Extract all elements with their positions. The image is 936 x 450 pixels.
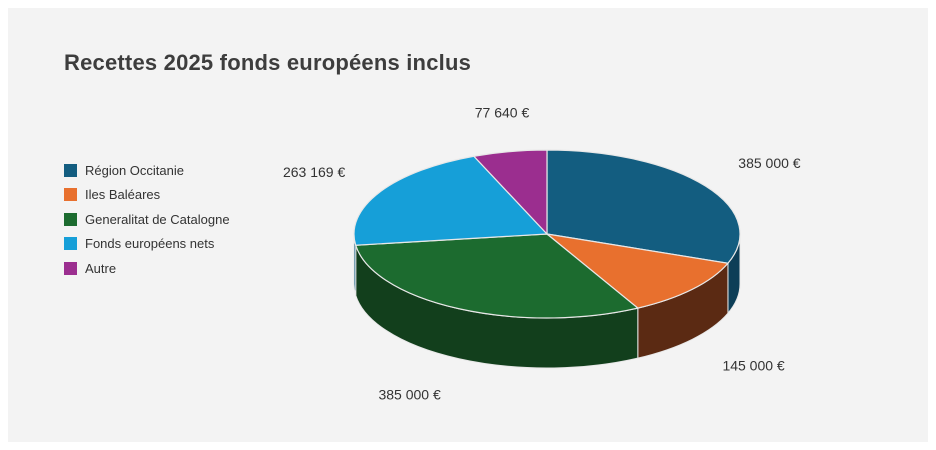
legend-item-autre[interactable]: Autre: [64, 256, 230, 281]
pie-chart: 385 000 € 145 000 € 385 000 € 263 169 € …: [283, 104, 801, 402]
legend-label: Fonds européens nets: [85, 236, 215, 252]
legend-swatch: [64, 163, 77, 177]
legend-label: Generalitat de Catalogne: [85, 211, 230, 227]
data-label-region-occitanie: 385 000 €: [738, 155, 800, 171]
legend-label: Autre: [85, 260, 117, 276]
legend-label: Iles Baléares: [85, 187, 161, 203]
pie-labels: 385 000 € 145 000 € 385 000 € 263 169 € …: [283, 104, 801, 402]
legend-swatch: [64, 212, 77, 226]
legend-swatch: [64, 188, 77, 202]
pie-slice-generalitat-de-catalogne[interactable]: [354, 233, 640, 319]
legend: Région Occitanie Iles Baléares Generalit…: [64, 158, 230, 281]
data-label-fonds-europeens-nets: 263 169 €: [283, 164, 345, 180]
pie-slice-autre[interactable]: [472, 149, 548, 236]
legend-item-iles-baleares[interactable]: Iles Baléares: [64, 183, 230, 208]
pie-slice-region-occitanie[interactable]: [546, 149, 741, 264]
pie-slice-fonds-europeens-nets[interactable]: [353, 155, 549, 246]
legend-swatch: [64, 237, 77, 251]
legend-item-region-occitanie[interactable]: Région Occitanie: [64, 158, 230, 183]
chart-panel: Recettes 2025 fonds européens inclus Rég…: [8, 8, 928, 442]
pie-slices: [353, 149, 741, 319]
data-label-autre: 77 640 €: [475, 104, 530, 120]
legend-label: Région Occitanie: [85, 162, 184, 178]
data-label-iles-baleares: 145 000 €: [722, 358, 784, 374]
chart-title: Recettes 2025 fonds européens inclus: [64, 50, 472, 75]
pie-slice-iles-baleares[interactable]: [544, 233, 730, 309]
legend-item-generalitat-de-catalogne[interactable]: Generalitat de Catalogne: [64, 207, 230, 232]
legend-item-fonds-europeens-nets[interactable]: Fonds européens nets: [64, 232, 230, 257]
legend-swatch: [64, 261, 77, 275]
data-label-generalitat-de-catalogne: 385 000 €: [378, 386, 440, 402]
